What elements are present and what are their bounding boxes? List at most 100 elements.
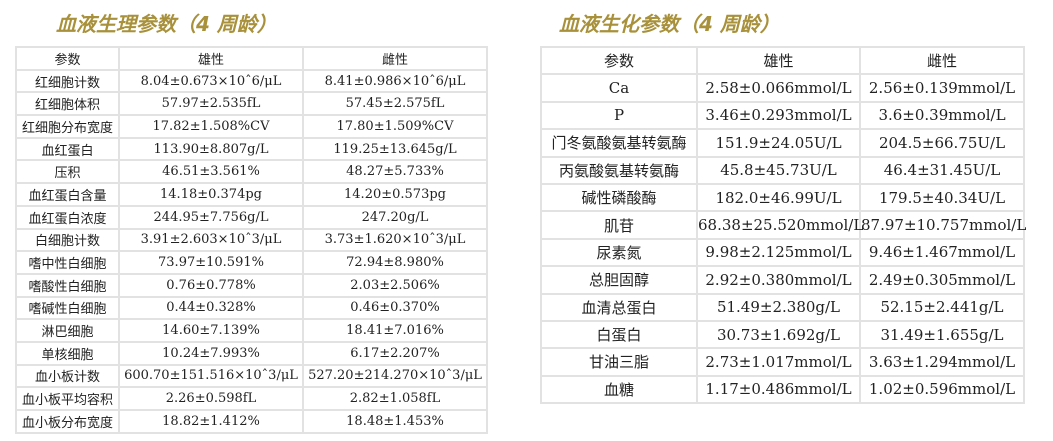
- cell-male: 2.92±0.380mmol/L: [696, 265, 861, 295]
- cell-female: 1.02±0.596mmol/L: [859, 374, 1025, 405]
- cell-female: 48.27±5.733%: [302, 159, 488, 185]
- cell-male: 151.9±24.05U/L: [696, 128, 861, 158]
- table-row: 血小板计数 600.70±151.516×10ˆ3/μL 527.20±214.27…: [15, 363, 488, 389]
- cell-female: 2.49±0.305mmol/L: [859, 265, 1025, 295]
- cell-female: 3.63±1.294mmol/L: [859, 347, 1025, 377]
- table-row: 血红蛋白浓度 244.95±7.756g/L 247.20g/L: [15, 204, 488, 230]
- cell-female: 247.20g/L: [302, 204, 488, 230]
- column-header-female: 雌性: [302, 46, 488, 71]
- cell-female: 18.41±7.016%: [302, 318, 488, 343]
- table-row: 血红蛋白 113.90±8.807g/L 119.25±13.645g/L: [15, 136, 488, 162]
- column-header-female: 雌性: [859, 45, 1025, 76]
- column-header-male: 雄性: [696, 45, 861, 76]
- table-row: 嗜中性白细胞 73.97±10.591% 72.94±8.980%: [15, 250, 488, 275]
- cell-male: 73.97±10.591%: [118, 250, 304, 275]
- cell-parameter: 单核细胞: [15, 340, 120, 366]
- cell-female: 179.5±40.34U/L: [859, 182, 1025, 213]
- table-row: 淋巴细胞 14.60±7.139% 18.41±7.016%: [15, 318, 488, 343]
- cell-parameter: 血红蛋白含量: [15, 182, 120, 207]
- cell-female: 31.49±1.655g/L: [859, 319, 1025, 350]
- table-row: 红细胞体积 57.97±2.535fL 57.45±2.575fL: [15, 91, 488, 117]
- table-row: 红细胞计数 8.04±0.673×10ˆ6/μL 8.41±0.986×10ˆ6/μ…: [15, 68, 488, 94]
- cell-female: 2.03±2.506%: [302, 272, 488, 298]
- cell-female: 18.48±1.453%: [302, 409, 488, 434]
- cell-male: 30.73±1.692g/L: [696, 319, 861, 350]
- cell-female: 46.4±31.45U/L: [859, 155, 1025, 185]
- cell-parameter: 红细胞分布宽度: [15, 114, 120, 139]
- cell-male: 182.0±46.99U/L: [696, 182, 861, 213]
- cell-male: 46.51±3.561%: [118, 159, 304, 185]
- cell-parameter: 血小板平均容积: [15, 386, 120, 411]
- cell-male: 68.38±25.520mmol/L: [696, 210, 863, 240]
- cell-male: 18.82±1.412%: [118, 409, 304, 434]
- cell-female: 204.5±66.75U/L: [859, 128, 1025, 158]
- cell-female: 527.20±214.270×10ˆ3/μL: [302, 363, 488, 389]
- cell-male: 2.73±1.017mmol/L: [696, 347, 861, 377]
- table-row: 嗜碱性白细胞 0.44±0.328% 0.46±0.370%: [15, 295, 488, 321]
- table-row: 血小板平均容积 2.26±0.598fL 2.82±1.058fL: [15, 386, 488, 411]
- cell-female: 87.97±10.757mmol/L: [859, 210, 1026, 240]
- table-row: 血清总蛋白 51.49±2.380g/L 52.15±2.441g/L: [540, 292, 1025, 322]
- table-row: 红细胞分布宽度 17.82±1.508%CV 17.80±1.509%CV: [15, 114, 488, 139]
- table-row: 肌苷 68.38±25.520mmol/L 87.97±10.757mmol/L: [540, 210, 1026, 240]
- cell-male: 45.8±45.73U/L: [696, 155, 861, 185]
- cell-parameter: 碱性磷酸酶: [540, 182, 698, 213]
- cell-female: 2.56±0.139mmol/L: [859, 73, 1025, 103]
- cell-parameter: 血小板分布宽度: [15, 409, 120, 434]
- cell-male: 244.95±7.756g/L: [118, 204, 304, 230]
- cell-male: 51.49±2.380g/L: [696, 292, 861, 322]
- cell-male: 10.24±7.993%: [118, 340, 304, 366]
- cell-male: 0.76±0.778%: [118, 272, 304, 298]
- cell-female: 119.25±13.645g/L: [302, 136, 488, 162]
- table-row: 尿素氮 9.98±2.125mmol/L 9.46±1.467mmol/L: [540, 237, 1025, 268]
- table-row: 血糖 1.17±0.486mmol/L 1.02±0.596mmol/L: [540, 374, 1025, 405]
- cell-male: 113.90±8.807g/L: [118, 136, 304, 162]
- header-row: 参数 雄性 雌性: [15, 46, 488, 71]
- table-row: P 3.46±0.293mmol/L 3.6±0.39mmol/L: [540, 100, 1025, 131]
- table-row: 门冬氨酸氨基转氨酶 151.9±24.05U/L 204.5±66.75U/L: [540, 128, 1025, 158]
- table-row: 白蛋白 30.73±1.692g/L 31.49±1.655g/L: [540, 319, 1025, 350]
- cell-parameter: 红细胞计数: [15, 68, 120, 94]
- cell-parameter: 甘油三脂: [540, 347, 698, 377]
- biochemistry-table: 参数 雄性 雌性 Ca 2.58±0.066mmol/L 2.56±0.139mmol/L…: [540, 45, 1026, 405]
- column-header-parameter: 参数: [15, 46, 120, 71]
- table-row: 嗜酸性白细胞 0.76±0.778% 2.03±2.506%: [15, 272, 488, 298]
- cell-male: 57.97±2.535fL: [118, 91, 304, 117]
- table-row: 丙氨酸氨基转氨酶 45.8±45.73U/L 46.4±31.45U/L: [540, 155, 1025, 185]
- cell-male: 8.04±0.673×10ˆ6/μL: [118, 68, 304, 94]
- cell-parameter: 血红蛋白浓度: [15, 204, 120, 230]
- cell-female: 9.46±1.467mmol/L: [859, 237, 1025, 268]
- cell-male: 3.91±2.603×10ˆ3/μL: [118, 227, 304, 253]
- cell-male: 17.82±1.508%CV: [118, 114, 304, 139]
- table-row: 血红蛋白含量 14.18±0.374pg 14.20±0.573pg: [15, 182, 488, 207]
- cell-male: 1.17±0.486mmol/L: [696, 374, 861, 405]
- biochemistry-title: 血液生化参数（4 周龄）: [559, 12, 780, 36]
- cell-female: 57.45±2.575fL: [302, 91, 488, 117]
- cell-female: 3.73±1.620×10ˆ3/μL: [302, 227, 488, 253]
- cell-female: 0.46±0.370%: [302, 295, 488, 321]
- table-row: 碱性磷酸酶 182.0±46.99U/L 179.5±40.34U/L: [540, 182, 1025, 213]
- table-row: Ca 2.58±0.066mmol/L 2.56±0.139mmol/L: [540, 73, 1025, 103]
- cell-male: 14.18±0.374pg: [118, 182, 304, 207]
- table-row: 白细胞计数 3.91±2.603×10ˆ3/μL 3.73±1.620×10ˆ3/μ…: [15, 227, 488, 253]
- cell-parameter: 嗜碱性白细胞: [15, 295, 120, 321]
- cell-female: 17.80±1.509%CV: [302, 114, 488, 139]
- cell-male: 2.58±0.066mmol/L: [696, 73, 861, 103]
- cell-male: 14.60±7.139%: [118, 318, 304, 343]
- cell-parameter: 白细胞计数: [15, 227, 120, 253]
- cell-parameter: 血小板计数: [15, 363, 120, 389]
- table-row: 总胆固醇 2.92±0.380mmol/L 2.49±0.305mmol/L: [540, 265, 1025, 295]
- cell-parameter: 丙氨酸氨基转氨酶: [540, 155, 698, 185]
- cell-parameter: Ca: [540, 73, 698, 103]
- cell-parameter: 淋巴细胞: [15, 318, 120, 343]
- cell-parameter: 门冬氨酸氨基转氨酶: [540, 128, 698, 158]
- cell-female: 3.6±0.39mmol/L: [859, 100, 1025, 131]
- cell-parameter: 血红蛋白: [15, 136, 120, 162]
- cell-parameter: 总胆固醇: [540, 265, 698, 295]
- table-row: 血小板分布宽度 18.82±1.412% 18.48±1.453%: [15, 409, 488, 434]
- cell-male: 600.70±151.516×10ˆ3/μL: [118, 363, 304, 389]
- cell-female: 72.94±8.980%: [302, 250, 488, 275]
- cell-female: 8.41±0.986×10ˆ6/μL: [302, 68, 488, 94]
- column-header-parameter: 参数: [540, 45, 698, 76]
- table-row: 压积 46.51±3.561% 48.27±5.733%: [15, 159, 488, 185]
